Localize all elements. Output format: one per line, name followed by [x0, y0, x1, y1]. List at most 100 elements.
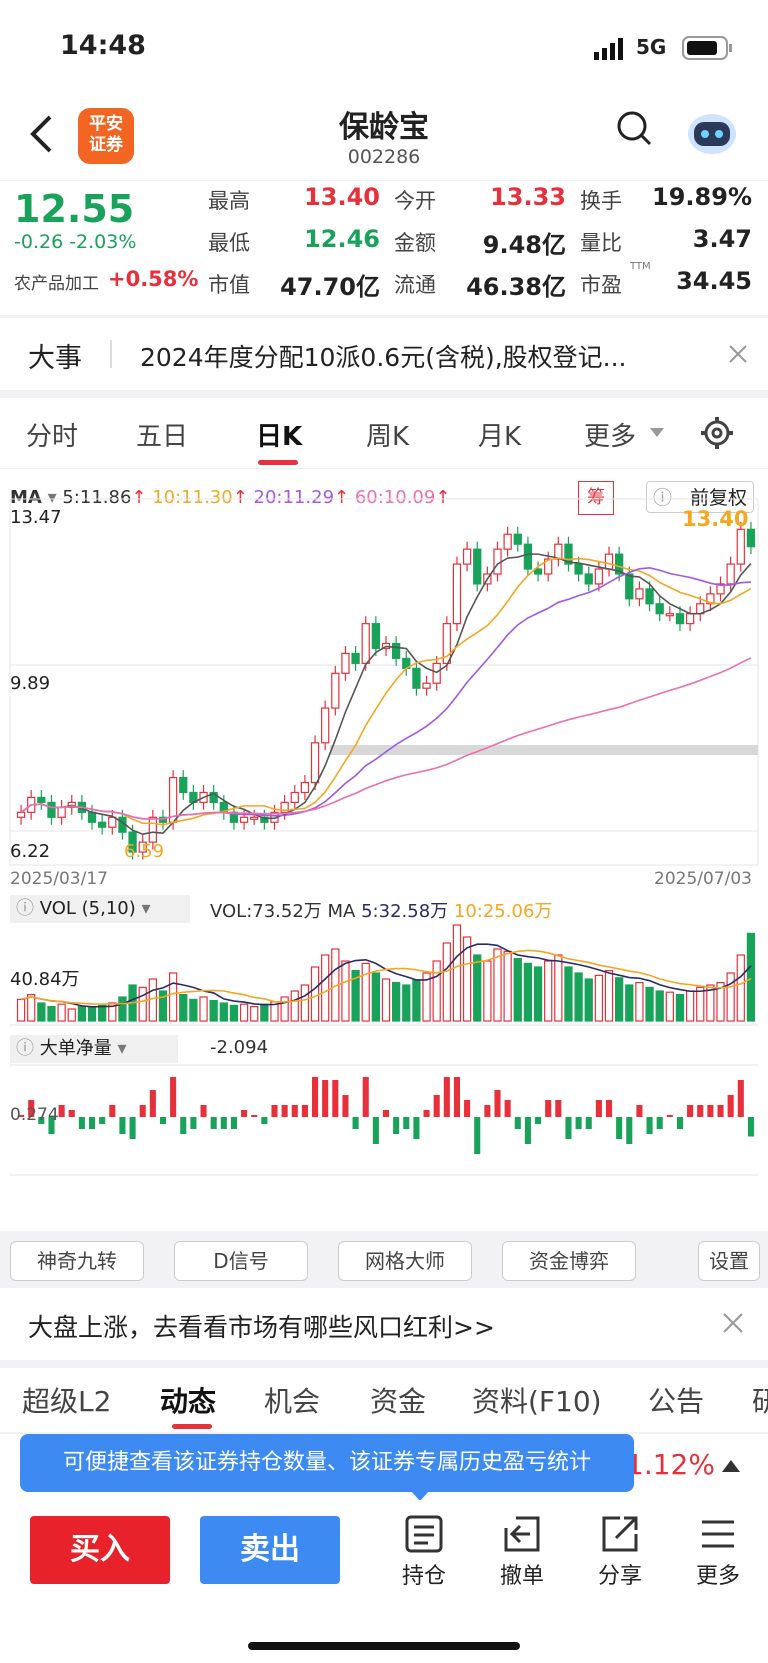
more-button[interactable]: 更多 [688, 1514, 748, 1590]
volume-bar [473, 954, 482, 1022]
share-button[interactable]: 分享 [590, 1514, 650, 1590]
volume-bar [229, 1004, 239, 1022]
candle [239, 816, 249, 823]
vol-ma5: 5:32.58万 [361, 901, 449, 922]
volume-bar [381, 978, 391, 1022]
price-mid-label: 9.89 [10, 673, 51, 694]
open-value: 13.33 [490, 183, 566, 211]
ma10-value: 10:11.30 [152, 487, 233, 508]
ma5-line [20, 553, 752, 836]
grid-master-button[interactable]: 网格大师 [338, 1241, 472, 1281]
candle [422, 682, 431, 689]
indicator-settings-button[interactable]: 设置 [698, 1241, 760, 1281]
volume-bar [493, 948, 502, 1022]
net-bar [464, 1100, 471, 1117]
close-icon[interactable] [728, 344, 748, 364]
candle [412, 667, 421, 689]
fund-game-button[interactable]: 资金博弈 [502, 1241, 636, 1281]
vol-ma10-line [20, 949, 752, 1005]
volume-bar [179, 993, 188, 1022]
candle [391, 642, 401, 660]
net-indicator-select[interactable]: ⓘ 大单净量 ▾ [10, 1035, 178, 1063]
holding-tooltip[interactable]: 可便捷查看该证券持仓数量、该证券专属历史盈亏统计 [20, 1434, 634, 1492]
position-pnl: 1.12% [626, 1448, 715, 1481]
magic-nine-button[interactable]: 神奇九转 [10, 1241, 144, 1281]
net-bar [605, 1100, 613, 1117]
net-bar [474, 1117, 481, 1154]
ma-label[interactable]: MA [10, 487, 42, 508]
tab-announcements[interactable]: 公告 [648, 1385, 705, 1418]
ma20-value: 20:11.29 [253, 487, 335, 508]
tab-intraday[interactable]: 分时 [26, 422, 79, 452]
d-signal-button[interactable]: D信号 [174, 1241, 308, 1281]
volume-ratio-value: 3.47 [692, 225, 752, 253]
sector-change: +0.58% [108, 267, 199, 291]
net-bar [535, 1117, 542, 1124]
price-min-label: 6.22 [10, 841, 51, 862]
chip-button[interactable]: 筹 [578, 481, 614, 515]
tab-more[interactable]: 更多 [584, 422, 637, 452]
candle [726, 563, 735, 585]
search-icon[interactable] [616, 110, 652, 146]
period-tabs: 分时 五日 日K 周K 月K 更多 [0, 398, 768, 469]
candle [432, 662, 441, 684]
net-bar [342, 1095, 349, 1117]
candle [513, 533, 522, 545]
tab-daily-k[interactable]: 日K [256, 422, 303, 452]
adjust-button[interactable]: ⓘ 前复权 [646, 481, 754, 513]
battery-icon [682, 36, 732, 60]
banner-text: 大盘上涨，去看看市场有哪些风口红利>> [28, 1313, 495, 1342]
event-strip[interactable]: 大事 2024年度分配10派0.6元(含税),股权登记... [0, 318, 768, 390]
vol-ma-label: MA [327, 901, 356, 922]
candle [108, 816, 117, 828]
tab-super-l2[interactable]: 超级L2 [22, 1385, 112, 1418]
mcap-value: 47.70亿 [280, 273, 380, 301]
gear-icon[interactable] [700, 416, 734, 450]
sector-name[interactable]: 农产品加工 [14, 274, 99, 294]
cancel-order-button[interactable]: 撤单 [492, 1514, 552, 1590]
tooltip-arrow [410, 1490, 430, 1501]
tab-five-day[interactable]: 五日 [136, 422, 189, 452]
net-bar [646, 1117, 653, 1134]
tab-funds[interactable]: 资金 [370, 1385, 427, 1418]
tab-weekly-k[interactable]: 周K [366, 422, 410, 452]
tab-f10[interactable]: 资料(F10) [472, 1385, 602, 1418]
net-bar [159, 1117, 167, 1124]
volume-bar [615, 977, 624, 1022]
triangle-up-icon[interactable] [722, 1460, 740, 1472]
net-bar [241, 1110, 248, 1117]
tab-monthly-k[interactable]: 月K [478, 422, 522, 452]
candle [148, 816, 157, 843]
logo-text-2: 证券 [89, 135, 123, 155]
low-marker-label: 6.59 [124, 841, 165, 862]
net-bar [28, 1100, 35, 1117]
vol-indicator-select[interactable]: ⓘ VOL (5,10) ▾ [10, 895, 190, 923]
promo-banner[interactable]: 大盘上涨，去看看市场有哪些风口红利>> [0, 1288, 768, 1360]
chart-svg[interactable] [0, 469, 768, 1231]
net-bar [149, 1090, 156, 1117]
net-axis-label: 0.274 [10, 1105, 59, 1125]
net-bar [139, 1105, 146, 1117]
close-icon[interactable] [722, 1312, 744, 1334]
assistant-robot-icon[interactable] [686, 108, 738, 156]
volume-bar [77, 1005, 87, 1022]
candle [655, 603, 664, 615]
tab-news-feed[interactable]: 动态 [160, 1385, 217, 1418]
sell-button[interactable]: 卖出 [200, 1516, 340, 1584]
tab-opportunity[interactable]: 机会 [264, 1385, 321, 1418]
holdings-button[interactable]: 持仓 [394, 1514, 454, 1590]
chevron-left-icon[interactable] [28, 114, 54, 154]
net-bar [747, 1117, 754, 1137]
volume-bar [726, 972, 735, 1022]
buy-button[interactable]: 买入 [30, 1516, 170, 1584]
net-bar [565, 1117, 572, 1139]
tab-research[interactable]: 研 [752, 1385, 768, 1418]
candle [290, 791, 299, 804]
candle [138, 841, 147, 853]
status-bar: 14:48 5G [0, 0, 768, 96]
net-bar [524, 1117, 531, 1144]
info-icon: ⓘ [16, 1038, 34, 1059]
candle [351, 652, 360, 664]
volume-bar [260, 1003, 269, 1022]
candle [473, 548, 482, 585]
